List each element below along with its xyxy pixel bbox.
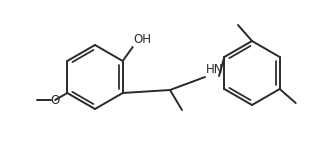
Text: HN: HN <box>206 63 223 76</box>
Text: OH: OH <box>134 33 152 46</box>
Text: O: O <box>51 94 60 106</box>
